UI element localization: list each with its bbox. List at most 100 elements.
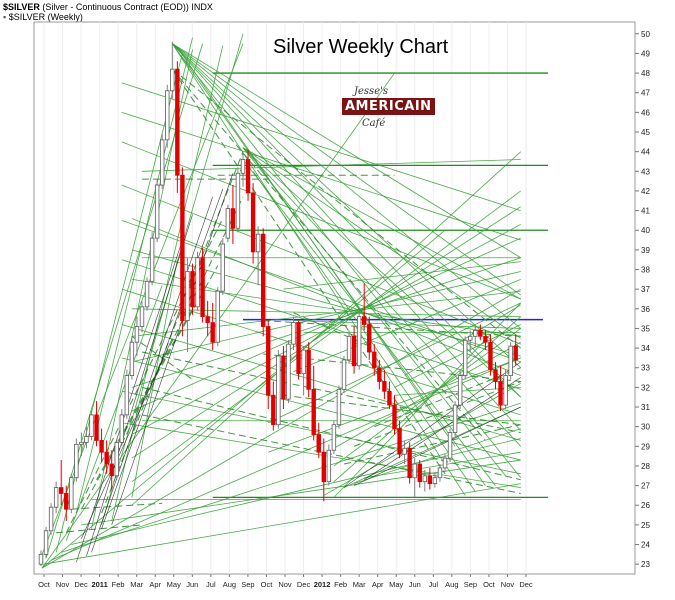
y-tick-label: 48 [641, 69, 650, 78]
trendline [121, 357, 521, 461]
trendline [121, 184, 521, 345]
candle-body [392, 404, 397, 430]
y-tick-label: 32 [641, 383, 650, 392]
candle-body [215, 290, 220, 343]
logo-line1: Jesse's [354, 86, 388, 97]
x-tick-label: Sep [464, 580, 477, 589]
x-tick-label: Dec [297, 580, 311, 589]
candle-body [473, 330, 478, 337]
candle-body [422, 475, 427, 483]
trendlines [41, 33, 522, 569]
trendline [71, 438, 521, 545]
dark-trendline [111, 173, 234, 525]
trendline [131, 190, 521, 482]
candle-body [336, 388, 342, 426]
candle-body [69, 477, 74, 510]
candle-body [311, 388, 316, 435]
candle-body [74, 443, 79, 479]
candle-body [230, 208, 236, 229]
candle-body [447, 432, 453, 459]
candle-body [185, 271, 190, 321]
trendline [171, 43, 466, 496]
candle-body [341, 359, 347, 390]
candle-body [260, 233, 266, 327]
candle-body [255, 233, 261, 253]
x-tick-label: May [389, 580, 403, 589]
candle-body [412, 463, 417, 479]
dark-trendline [81, 338, 173, 539]
candle-body [306, 349, 311, 390]
candle-body [205, 316, 210, 323]
trendline [172, 43, 521, 259]
x-tick-label: Jul [206, 580, 216, 589]
candle-body [387, 390, 392, 406]
y-tick-label: 39 [641, 246, 650, 255]
dashed-trendline [374, 367, 521, 428]
candle-body [508, 345, 513, 376]
x-tick-label: 2011 [91, 580, 107, 589]
candle-body [326, 449, 332, 483]
candle-body [59, 487, 64, 494]
x-tick-label: Oct [261, 580, 274, 589]
legend-label: $SILVER (Weekly) [8, 12, 83, 22]
y-tick-label: 40 [641, 226, 650, 235]
dashed-trendline [171, 68, 486, 441]
x-tick-label: Nov [501, 580, 515, 589]
trendline [121, 111, 521, 241]
y-tick-label: 49 [641, 49, 650, 58]
candle-body [210, 322, 215, 343]
candle-body [457, 375, 463, 406]
candle-body [64, 493, 69, 510]
candle-body [190, 271, 195, 308]
candle-body [276, 355, 281, 426]
logo-line3: Café [362, 118, 386, 129]
candle-body [321, 451, 326, 483]
candle-body [427, 475, 433, 485]
candle-body [351, 335, 357, 367]
chart-title: Silver Weekly Chart [273, 36, 449, 58]
candle-body [175, 68, 180, 176]
candle-body [245, 159, 251, 194]
symbol-label: $SILVER [3, 2, 40, 12]
dark-trendline [86, 214, 193, 557]
candle-body [503, 375, 508, 406]
dark-trendline [343, 361, 521, 488]
candle-body [170, 68, 175, 92]
candle-body [432, 477, 438, 485]
x-tick-label: Mar [353, 580, 366, 589]
y-tick-label: 46 [641, 108, 650, 117]
candle-body [250, 192, 256, 253]
dashed-trendline [80, 265, 219, 510]
candle-body [139, 306, 145, 327]
y-tick-label: 29 [641, 442, 650, 451]
dashed-trendline [293, 312, 370, 347]
candle-body [346, 335, 352, 361]
candle-body [281, 355, 286, 400]
trendline [364, 451, 521, 479]
y-tick-label: 36 [641, 305, 650, 314]
candle-body [225, 208, 231, 239]
trendline [131, 257, 521, 388]
trendline [242, 147, 521, 300]
x-tick-label: Sep [241, 580, 254, 589]
trendline [172, 43, 522, 369]
y-tick-label: 24 [641, 541, 650, 550]
x-tick-label: Apr [149, 580, 161, 589]
trendline [242, 147, 521, 339]
x-axis: Oct Nov Dec 2011 Feb Mar Apr May Jun Jul Aug Sep Oct… [38, 574, 533, 589]
candle-body [129, 341, 135, 376]
y-tick-label: 50 [641, 30, 650, 39]
trendline [343, 406, 521, 488]
candle-body [296, 322, 301, 375]
dashed-trendline [71, 502, 163, 510]
y-tick-label: 31 [641, 403, 650, 412]
legend-marker-icon: ▪ [3, 12, 7, 22]
trendline [172, 43, 522, 329]
dashed-trendline [263, 353, 521, 382]
trendline [283, 261, 521, 290]
candle-body [266, 326, 271, 396]
trendline [41, 288, 521, 569]
trendline [131, 271, 521, 363]
y-axis: 23 24 25 26 27 28 29 30 31 32 33 34 35 36 37 38 39 40 41 42… [635, 30, 650, 569]
